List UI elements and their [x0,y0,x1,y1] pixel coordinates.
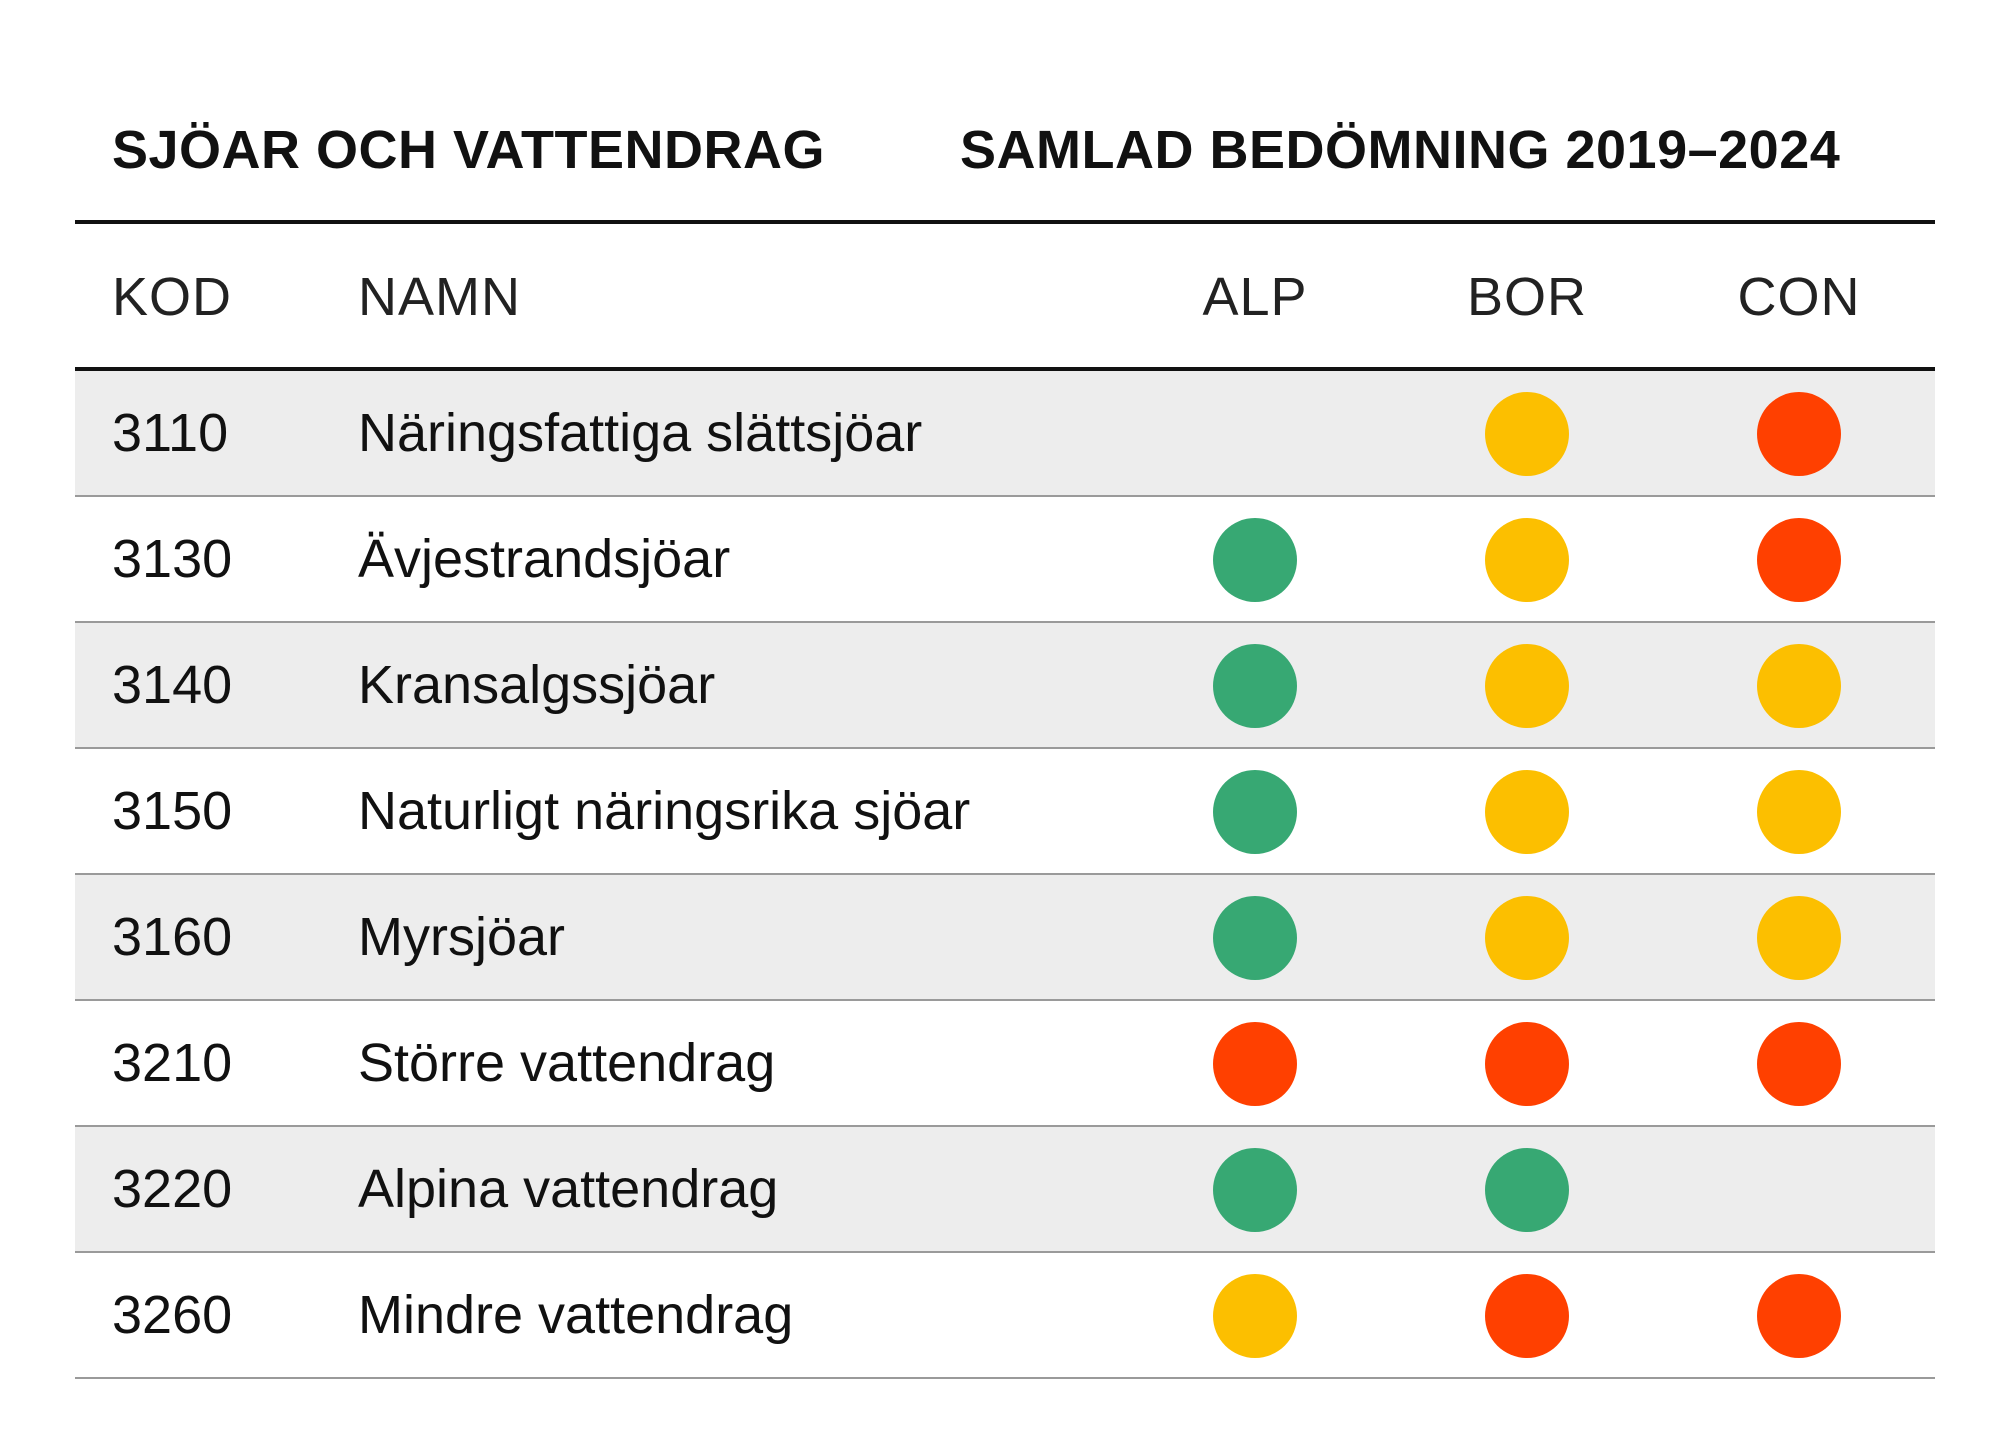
status-dot-alp-green [1213,644,1297,728]
habitat-name: Naturligt näringsrika sjöar [358,781,971,841]
habitat-name: Ävjestrandsjöar [358,529,731,589]
column-header-con-label: CON [1737,267,1861,327]
assessment-title: SAMLAD BEDÖMNING 2019–2024 [960,120,1841,180]
table-title: SJÖAR OCH VATTENDRAG [112,120,826,180]
habitat-code: 3110 [112,403,229,463]
table-row: 3220 Alpina vattendrag [75,1127,1935,1253]
habitat-name: Större vattendrag [358,1033,776,1093]
status-dot-bor-yellow [1485,644,1569,728]
habitat-code: 3160 [112,907,233,967]
status-dot-bor-yellow [1485,896,1569,980]
habitat-name: Myrsjöar [358,907,566,967]
status-dot-con-yellow [1757,770,1841,854]
column-header-code: KOD [112,267,233,327]
habitat-name: Alpina vattendrag [358,1159,779,1219]
top-rule [75,220,1935,224]
table-row: 3130 Ävjestrandsjöar [75,497,1935,623]
status-dot-bor-red [1485,1022,1569,1106]
habitat-table: 3110 Näringsfattiga slättsjöar 3130 Ävjestr… [75,371,1935,1379]
table-row: 3260 Mindre vattendrag [75,1253,1935,1379]
status-dot-bor-yellow [1485,518,1569,602]
table-row: 3160 Myrsjöar [75,875,1935,1001]
habitat-name: Näringsfattiga slättsjöar [358,403,923,463]
status-dot-con-yellow [1757,896,1841,980]
table-row: 3210 Större vattendrag [75,1001,1935,1127]
status-dot-bor-yellow [1485,392,1569,476]
status-dot-con-red [1757,1022,1841,1106]
table-row: 3150 Naturligt näringsrika sjöar [75,749,1935,875]
status-dot-alp-green [1213,896,1297,980]
status-dot-bor-yellow [1485,770,1569,854]
column-header-name: NAMN [358,267,521,327]
status-dot-con-red [1757,1274,1841,1358]
status-dot-con-red [1757,392,1841,476]
habitat-name: Kransalgssjöar [358,655,716,715]
status-dot-con-red [1757,518,1841,602]
status-dot-alp-green [1213,770,1297,854]
status-dot-bor-red [1485,1274,1569,1358]
habitat-name: Mindre vattendrag [358,1285,794,1345]
habitat-code: 3130 [112,529,233,589]
table-row: 3140 Kransalgssjöar [75,623,1935,749]
status-dot-alp-red [1213,1022,1297,1106]
status-dot-alp-yellow [1213,1274,1297,1358]
habitat-code: 3260 [112,1285,233,1345]
column-header-alp-label: ALP [1202,267,1308,327]
habitat-code: 3220 [112,1159,233,1219]
habitat-code: 3150 [112,781,233,841]
status-dot-alp-green [1213,518,1297,602]
habitat-code: 3140 [112,655,233,715]
habitat-code: 3210 [112,1033,233,1093]
table-row: 3110 Näringsfattiga slättsjöar [75,371,1935,497]
status-dot-bor-green [1485,1148,1569,1232]
column-header-bor-label: BOR [1466,267,1588,327]
status-dot-con-yellow [1757,644,1841,728]
header-rule [75,367,1935,371]
status-dot-alp-green [1213,1148,1297,1232]
